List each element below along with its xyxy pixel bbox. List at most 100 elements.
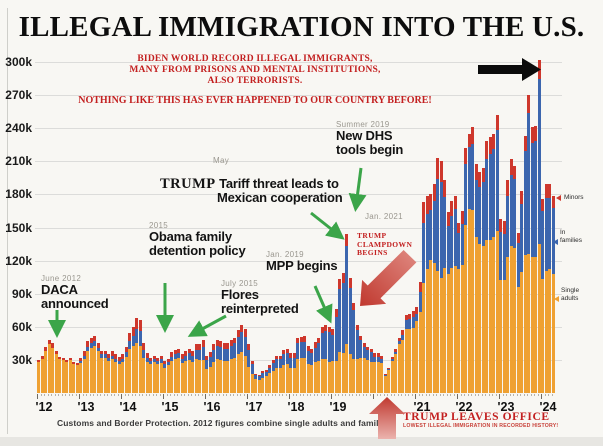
y-axis-label: 270k — [5, 88, 32, 103]
bar-segment — [131, 335, 135, 346]
bar-segment — [534, 126, 537, 142]
red-banner-line2: MANY FROM PRISONS AND MENTAL INSTITUTION… — [129, 65, 381, 75]
bar-segment — [114, 362, 117, 393]
x-axis-year-label: '15 — [161, 400, 179, 414]
gridline — [35, 194, 562, 196]
month-tick — [499, 394, 500, 399]
bar-segment — [187, 348, 191, 354]
bar-segment — [380, 358, 383, 364]
bar-segment — [159, 358, 163, 364]
bar-segment — [152, 362, 156, 393]
bar-segment — [513, 248, 516, 393]
bar-segment — [425, 269, 429, 393]
x-axis-year-label: '24 — [539, 400, 557, 414]
bar-segment — [488, 137, 492, 154]
bar-segment — [257, 375, 261, 377]
bar-segment — [390, 361, 394, 393]
bar-segment — [443, 268, 446, 393]
month-tick — [443, 394, 444, 396]
legend-families-line2: families — [560, 236, 583, 244]
bar-segment — [201, 359, 205, 393]
bar-segment — [415, 306, 418, 314]
bar-segment — [219, 346, 222, 360]
legend-families-line1: In — [560, 229, 566, 236]
annotation-trump-leaves-line2: LOWEST ILLEGAL IMMIGRATION IN RECORDED H… — [403, 423, 559, 429]
month-tick — [68, 394, 70, 396]
annotation-mpp-line1: MPP begins — [266, 258, 338, 273]
bar-segment — [226, 348, 229, 362]
month-tick — [268, 394, 269, 396]
bar-segment — [537, 59, 541, 79]
bar-segment — [467, 133, 471, 147]
bar-segment — [485, 141, 488, 160]
x-axis-year-label: '19 — [329, 400, 347, 414]
annotation-tariff-line1: TRUMP Tariff threat leads to — [160, 176, 343, 192]
month-tick — [495, 394, 497, 396]
month-tick — [250, 394, 252, 396]
bar-segment — [299, 336, 303, 343]
gridline — [35, 227, 562, 229]
bar-segment — [513, 178, 516, 249]
bottom-gray-strip — [0, 437, 603, 446]
bar-segment — [149, 364, 152, 393]
annotation-tariff-lead: TRUMP — [160, 176, 216, 192]
bar-segment — [394, 348, 397, 353]
bar-segment — [285, 364, 289, 393]
bar-segment — [184, 351, 187, 356]
bar-segment — [450, 201, 453, 217]
bar-segment — [404, 329, 408, 393]
x-axis-year-label: '17 — [245, 400, 263, 414]
bar-segment — [397, 337, 401, 342]
month-tick — [107, 394, 108, 396]
bar-segment — [261, 370, 264, 374]
bar-segment — [380, 355, 383, 359]
bar-segment — [58, 356, 61, 359]
bar-segment — [145, 357, 149, 363]
bar-segment — [194, 358, 198, 393]
y-axis-label: 240k — [5, 121, 32, 136]
gridline — [35, 161, 562, 163]
bar-segment — [271, 359, 275, 364]
month-tick — [135, 394, 136, 396]
bar-segment — [471, 127, 474, 144]
bar-segment — [537, 78, 541, 245]
bar-segment — [68, 357, 72, 360]
bar-segment — [103, 357, 107, 393]
bar-segment — [548, 197, 551, 270]
bar-segment — [103, 354, 107, 358]
month-tick — [313, 394, 315, 396]
bar-segment — [184, 355, 187, 362]
annotation-obama-line1: Obama family — [149, 229, 232, 244]
bar-segment — [264, 372, 268, 377]
legend-minors-marker-icon — [556, 195, 561, 201]
bar-segment — [362, 357, 366, 393]
bar-segment — [467, 208, 471, 393]
bar-segment — [96, 351, 100, 393]
bar-segment — [278, 367, 282, 393]
bar-segment — [61, 357, 65, 360]
bar-segment — [110, 355, 114, 359]
bar-segment — [313, 347, 317, 363]
month-tick — [226, 394, 227, 396]
bar-segment — [492, 149, 495, 238]
bar-segment — [418, 291, 422, 313]
month-tick — [506, 394, 507, 396]
bar-segment — [72, 362, 75, 365]
annotation-clampdown-line3: BEGINS — [357, 248, 388, 257]
y-axis-label: 60k — [11, 319, 32, 334]
bar-segment — [243, 329, 247, 337]
bar-segment — [418, 312, 422, 393]
bar-segment — [495, 130, 499, 231]
month-tick — [310, 394, 311, 396]
bar-segment — [478, 244, 481, 393]
bar-segment — [348, 354, 352, 393]
month-tick — [530, 394, 532, 396]
bar-segment — [544, 184, 548, 198]
bar-segment — [387, 367, 390, 369]
bar-segment — [247, 366, 250, 393]
month-tick — [327, 394, 329, 396]
bar-segment — [215, 345, 219, 359]
bar-segment — [82, 355, 86, 359]
bar-segment — [320, 326, 324, 334]
month-tick — [219, 394, 220, 396]
